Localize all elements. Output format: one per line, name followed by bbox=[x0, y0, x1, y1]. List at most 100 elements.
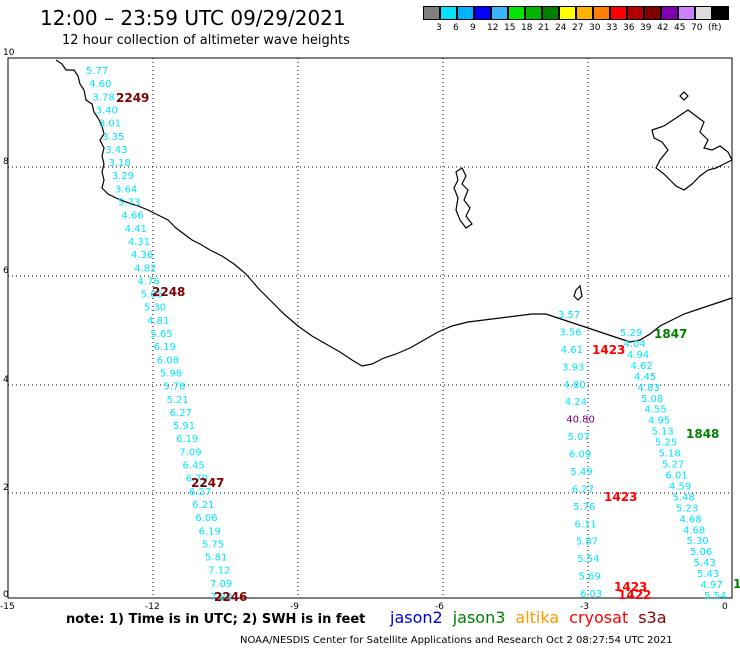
colorbar-label: 42 bbox=[657, 23, 669, 33]
wave-height-label: 5.65 bbox=[150, 329, 172, 340]
colorbar-label: (ft) bbox=[708, 23, 722, 33]
colorbar-swatch bbox=[525, 6, 542, 20]
wave-height-label: 5.65 bbox=[141, 290, 163, 301]
wave-height-label: 4.41 bbox=[125, 224, 147, 235]
wave-height-label: 3.43 bbox=[105, 145, 127, 156]
wave-height-label: 5.77 bbox=[86, 66, 108, 77]
wave-height-label: 5.27 bbox=[662, 460, 684, 471]
wave-height-label: 4.97 bbox=[701, 580, 723, 591]
footer-credit: NOAA/NESDIS Center for Satellite Applica… bbox=[240, 635, 673, 646]
wave-height-label: 3.93 bbox=[562, 362, 584, 373]
colorbar-label: 30 bbox=[589, 23, 601, 33]
satellite-jason3: jason3 bbox=[452, 608, 506, 627]
wave-height-label: 4.94 bbox=[627, 350, 649, 361]
wave-height-label: 4.66 bbox=[121, 211, 143, 222]
colorbar-label: 18 bbox=[521, 23, 533, 33]
wave-height-label: 4.45 bbox=[634, 372, 656, 383]
wave-height-label: 4.04 bbox=[624, 339, 646, 350]
map-subtitle: 12 hour collection of altimeter wave hei… bbox=[62, 33, 350, 48]
colorbar-label: 3 bbox=[436, 23, 442, 33]
pass-time-label: 1 bbox=[733, 577, 740, 591]
wave-height-label: 5.18 bbox=[659, 449, 681, 460]
wave-height-label: 5.30 bbox=[687, 536, 709, 547]
x-tick-label: -12 bbox=[145, 602, 160, 612]
y-tick-label: 4 bbox=[3, 375, 9, 385]
wave-height-label: 5.23 bbox=[676, 503, 698, 514]
wave-height-label: 6.27 bbox=[170, 408, 192, 419]
coastline-island-2 bbox=[573, 284, 583, 301]
wave-height-label: 5.98 bbox=[160, 368, 182, 379]
pass-time-label: 1422 bbox=[618, 588, 651, 602]
wave-height-label: 5.91 bbox=[173, 421, 195, 432]
wave-height-label: 6.09 bbox=[569, 450, 591, 461]
colorbar-label: 39 bbox=[640, 23, 652, 33]
wave-height-label: 5.78 bbox=[163, 382, 185, 393]
coastline-island-4 bbox=[679, 91, 689, 101]
x-tick-label: -15 bbox=[0, 602, 15, 612]
wave-height-label: 3.29 bbox=[112, 171, 134, 182]
colorbar-swatch bbox=[644, 6, 661, 20]
wave-height-label: 5.73 bbox=[118, 198, 140, 209]
pass-time-label: 1848 bbox=[686, 427, 719, 441]
colorbar-swatch bbox=[457, 6, 474, 20]
colorbar-swatch bbox=[508, 6, 525, 20]
wave-height-label: 3.35 bbox=[102, 132, 124, 143]
wave-height-label: 5.49 bbox=[570, 467, 592, 478]
wave-height-label: 4.24 bbox=[565, 397, 587, 408]
wave-height-label: 6.19 bbox=[199, 526, 221, 537]
pass-time-label: 1423 bbox=[604, 490, 637, 504]
y-tick-label: 0 bbox=[3, 590, 9, 600]
colorbar-label: 33 bbox=[606, 23, 618, 33]
wave-height-label: 6.27 bbox=[189, 487, 211, 498]
wave-height-label: 5.69 bbox=[579, 572, 601, 583]
pass-time-label: 2247 bbox=[191, 476, 224, 490]
y-tick-label: 8 bbox=[3, 157, 9, 167]
colorbar-label: 24 bbox=[555, 23, 567, 33]
wave-height-label: 3.56 bbox=[559, 327, 581, 338]
x-tick-label: -6 bbox=[435, 602, 444, 612]
wave-height-label: 4.68 bbox=[683, 525, 705, 536]
wave-height-label: 4.31 bbox=[128, 237, 150, 248]
wave-height-label: 5.29 bbox=[620, 328, 642, 339]
colorbar-swatch bbox=[627, 6, 644, 20]
wave-height-label: 6.06 bbox=[195, 513, 217, 524]
colorbar-swatch bbox=[542, 6, 559, 20]
colorbar-swatch bbox=[610, 6, 627, 20]
coastline-island-3 bbox=[651, 109, 733, 191]
track-labels: 5.77 4.60 3.78 3.40 3.01 3.35 3.43 3.18 3.29 3.64… bbox=[86, 66, 740, 604]
colorbar-label: 70 bbox=[691, 23, 703, 33]
satellite-cryosat: cryosat bbox=[569, 608, 629, 627]
wave-height-label: 5.75 bbox=[202, 539, 224, 550]
satellite-s3a: s3a bbox=[638, 608, 667, 627]
y-tick-label: 10 bbox=[3, 48, 15, 58]
wave-height-label: 5.43 bbox=[694, 558, 716, 569]
wave-height-label: 6.11 bbox=[575, 519, 597, 530]
wave-height-label: 7.09 bbox=[210, 579, 232, 590]
wave-height-label: 5.48 bbox=[673, 492, 695, 503]
pass-time-label: 2249 bbox=[116, 91, 149, 105]
wave-height-label: 4.61 bbox=[561, 345, 583, 356]
wave-height-label: 7.80 bbox=[210, 592, 232, 603]
wave-height-label: 4.76 bbox=[137, 276, 159, 287]
wave-height-label: 5.21 bbox=[166, 395, 188, 406]
pass-time-label: 1847 bbox=[654, 327, 687, 341]
grid bbox=[8, 58, 732, 598]
colorbar-label: 27 bbox=[572, 23, 584, 33]
wave-height-label: 6.03 bbox=[580, 589, 602, 600]
wave-height-label: 4.59 bbox=[669, 481, 691, 492]
wave-height-label: 5.25 bbox=[655, 438, 677, 449]
wave-height-label: 5.54 bbox=[704, 591, 726, 602]
x-tick-label: 0 bbox=[722, 602, 728, 612]
map-title: 12:00 – 23:59 UTC 09/29/2021 bbox=[40, 6, 346, 30]
wave-height-label: 4.60 bbox=[89, 79, 111, 90]
wave-height-label: 4.83 bbox=[638, 383, 660, 394]
colorbar: 3 6 9 12 15 18 21 24 27 30 33 36 39 42 45 70 (ft) bbox=[423, 6, 733, 36]
wave-height-label: 5.43 bbox=[697, 569, 719, 580]
plot-frame bbox=[7, 57, 733, 599]
colorbar-label: 21 bbox=[538, 23, 550, 33]
x-tick-label: -3 bbox=[580, 602, 589, 612]
wave-height-label: 4.82 bbox=[134, 263, 156, 274]
wave-height-label: 5.87 bbox=[576, 537, 598, 548]
wave-height-label: 3.64 bbox=[115, 184, 137, 195]
wave-height-label: 4.95 bbox=[648, 416, 670, 427]
